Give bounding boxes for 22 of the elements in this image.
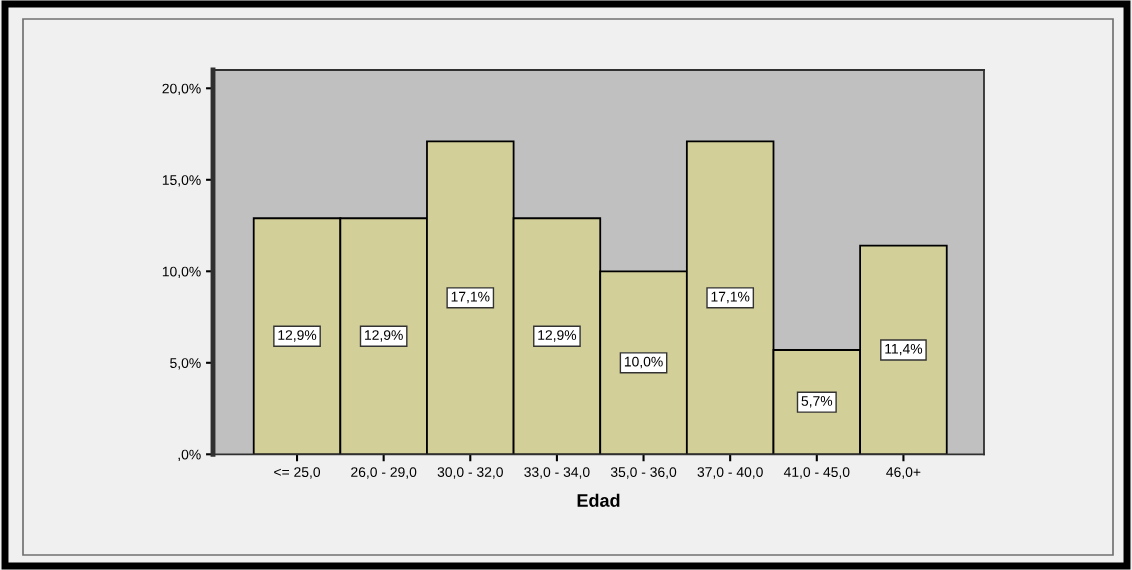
data-label: 12,9%	[538, 330, 577, 342]
data-label: 12,9%	[365, 330, 403, 342]
x-tick-label: 33,0 - 34,0	[524, 467, 590, 479]
y-tick-label: 10,0%	[162, 266, 201, 279]
data-label: 10,0%	[624, 356, 663, 369]
y-tick-label: 15,0%	[162, 175, 201, 187]
x-tick-label: 35,0 - 36,0	[610, 467, 677, 479]
x-tick-label: 46,0+	[886, 467, 921, 479]
x-tick-label: 30,0 - 32,0	[437, 467, 503, 479]
data-label: 5,7%	[801, 396, 833, 408]
data-label: 17,1%	[451, 291, 490, 304]
data-label: 17,1%	[711, 291, 750, 304]
x-axis-title: Edad	[577, 493, 620, 507]
y-tick-label: 20,0%	[162, 83, 201, 96]
x-tick-label: <= 25,0	[274, 467, 321, 479]
y-tick-label: 5,0%	[170, 358, 201, 370]
x-tick-label: 26,0 - 29,0	[351, 467, 417, 479]
data-label: 12,9%	[278, 330, 317, 342]
x-tick-label: 37,0 - 40,0	[697, 467, 763, 479]
x-tick-label: 41,0 - 45,0	[783, 467, 850, 479]
y-tick-label: ,0%	[178, 449, 201, 462]
data-label: 11,4%	[885, 343, 923, 356]
